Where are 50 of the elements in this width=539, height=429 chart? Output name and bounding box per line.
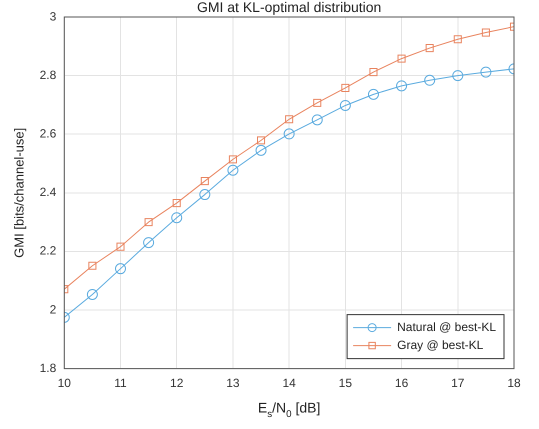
chart-title: GMI at KL-optimal distribution <box>196 0 382 15</box>
point <box>454 35 462 44</box>
x-tick-label: 17 <box>451 376 465 390</box>
point <box>312 114 323 126</box>
point <box>482 28 490 37</box>
point <box>285 115 294 124</box>
point <box>340 100 351 111</box>
point <box>172 199 181 208</box>
y-tick-label: 3 <box>50 9 57 24</box>
y-tick-label: 1.8 <box>40 360 57 375</box>
point <box>256 144 267 156</box>
point <box>199 189 210 200</box>
legend-label: Natural @ best-KL <box>397 320 496 334</box>
point <box>426 44 434 52</box>
point <box>227 164 238 176</box>
point <box>396 80 408 92</box>
point <box>88 262 96 270</box>
point <box>86 288 98 300</box>
point <box>144 218 153 226</box>
x-tick-label: 11 <box>114 376 128 390</box>
y-tick-label: 2.2 <box>40 244 57 258</box>
x-tick-label: 16 <box>394 376 409 390</box>
point <box>480 66 492 78</box>
x-tick-label: 10 <box>58 376 72 390</box>
y-tick-label: 2.8 <box>40 68 57 82</box>
y-tick-label: 2.4 <box>40 185 57 200</box>
point <box>398 54 406 63</box>
point <box>284 128 295 140</box>
y-tick-label: 2.6 <box>40 126 57 141</box>
point <box>257 136 266 144</box>
point <box>228 155 237 164</box>
y-axis-title: GMI [bits/channel-use] <box>11 128 26 258</box>
point <box>452 70 464 82</box>
x-tick-label: 13 <box>226 376 240 390</box>
point <box>424 74 436 86</box>
point <box>368 88 379 100</box>
x-tick-label: 18 <box>507 376 521 390</box>
y-tick-label: 2 <box>50 302 57 316</box>
x-tick-label: 14 <box>282 376 296 390</box>
x-tick-label: 12 <box>170 376 184 390</box>
x-tick-label: 15 <box>338 376 352 390</box>
point <box>200 177 209 186</box>
point <box>313 98 322 107</box>
point <box>143 237 154 248</box>
point <box>171 212 182 224</box>
point <box>341 84 350 92</box>
legend-label: Gray @ best-KL <box>397 338 484 352</box>
point <box>114 263 126 274</box>
point <box>116 242 125 251</box>
point <box>369 68 378 76</box>
